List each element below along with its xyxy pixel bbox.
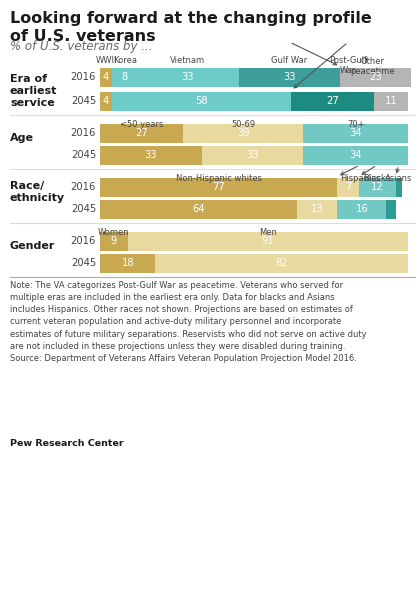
Bar xyxy=(100,124,183,143)
Text: <50 years: <50 years xyxy=(120,120,163,129)
Bar xyxy=(303,146,408,165)
Text: Women: Women xyxy=(98,228,130,237)
Text: 2016: 2016 xyxy=(71,128,96,138)
Text: Looking forward at the changing profile
of U.S. veterans: Looking forward at the changing profile … xyxy=(10,11,372,44)
Bar xyxy=(297,200,337,219)
Text: 2045: 2045 xyxy=(71,150,96,160)
Text: Other
peacetime: Other peacetime xyxy=(350,57,395,75)
Bar xyxy=(112,91,291,110)
Bar xyxy=(340,68,411,87)
Text: Gender: Gender xyxy=(10,241,55,251)
Text: 2016: 2016 xyxy=(71,236,96,246)
Bar xyxy=(202,146,303,165)
Text: 39: 39 xyxy=(237,128,249,138)
Bar xyxy=(137,68,239,87)
Bar xyxy=(100,146,202,165)
Text: 27: 27 xyxy=(135,128,148,138)
Text: 8: 8 xyxy=(121,72,128,82)
Text: 2045: 2045 xyxy=(71,96,96,106)
Bar xyxy=(239,68,340,87)
Text: Asians: Asians xyxy=(385,174,412,183)
Text: Race/
ethnicity: Race/ ethnicity xyxy=(10,181,65,203)
Text: % of U.S. veterans by ...: % of U.S. veterans by ... xyxy=(10,40,152,53)
Text: 50-69: 50-69 xyxy=(231,120,255,129)
Text: 82: 82 xyxy=(276,258,288,268)
Text: Non-Hispanic whites: Non-Hispanic whites xyxy=(176,174,262,183)
Text: 2045: 2045 xyxy=(71,204,96,214)
Bar xyxy=(112,68,137,87)
Text: Gulf War: Gulf War xyxy=(271,56,307,65)
Text: 2045: 2045 xyxy=(71,258,96,268)
Text: Hispanics: Hispanics xyxy=(340,174,380,183)
Text: 33: 33 xyxy=(246,150,259,160)
Bar xyxy=(100,254,155,273)
Text: 33: 33 xyxy=(283,72,296,82)
Text: 34: 34 xyxy=(349,150,362,160)
Bar xyxy=(100,178,337,197)
Text: 58: 58 xyxy=(195,96,208,106)
Text: Korea: Korea xyxy=(113,56,136,65)
Text: 9: 9 xyxy=(111,236,117,246)
Text: 7: 7 xyxy=(345,182,351,192)
Text: 77: 77 xyxy=(212,182,225,192)
Bar xyxy=(183,124,303,143)
Bar xyxy=(100,200,297,219)
Text: 70+: 70+ xyxy=(347,120,365,129)
Text: Era of
earliest
service: Era of earliest service xyxy=(10,74,58,108)
Text: 27: 27 xyxy=(326,96,339,106)
Bar xyxy=(100,232,128,251)
Text: Note: The VA categorizes Post-Gulf War as peacetime. Veterans who served for
mul: Note: The VA categorizes Post-Gulf War a… xyxy=(10,281,367,363)
Bar xyxy=(128,232,408,251)
Text: 23: 23 xyxy=(369,72,382,82)
Bar xyxy=(155,254,408,273)
Text: 2016: 2016 xyxy=(71,72,96,82)
Text: Age: Age xyxy=(10,133,34,143)
Bar xyxy=(100,68,112,87)
Text: 11: 11 xyxy=(385,96,397,106)
Text: 34: 34 xyxy=(349,128,362,138)
Text: 64: 64 xyxy=(192,204,205,214)
Bar xyxy=(337,200,386,219)
Bar xyxy=(396,178,402,197)
Text: Pew Research Center: Pew Research Center xyxy=(10,439,123,448)
Text: Post-Gulf
War: Post-Gulf War xyxy=(329,56,368,75)
Text: 13: 13 xyxy=(311,204,323,214)
Text: Men: Men xyxy=(259,228,277,237)
Text: 4: 4 xyxy=(103,96,109,106)
Bar xyxy=(337,178,359,197)
Text: 33: 33 xyxy=(144,150,157,160)
Text: 18: 18 xyxy=(121,258,134,268)
Bar xyxy=(291,91,374,110)
Text: Vietnam: Vietnam xyxy=(170,56,205,65)
Text: Blacks: Blacks xyxy=(364,174,391,183)
Bar xyxy=(374,91,408,110)
Text: 12: 12 xyxy=(371,182,383,192)
Text: 91: 91 xyxy=(262,236,274,246)
Text: 4: 4 xyxy=(103,72,109,82)
Bar xyxy=(386,200,396,219)
Text: 33: 33 xyxy=(181,72,194,82)
Text: 2016: 2016 xyxy=(71,182,96,192)
Bar xyxy=(359,178,396,197)
Text: WWII: WWII xyxy=(95,56,117,65)
Bar xyxy=(100,91,112,110)
Bar xyxy=(303,124,408,143)
Text: 16: 16 xyxy=(355,204,368,214)
